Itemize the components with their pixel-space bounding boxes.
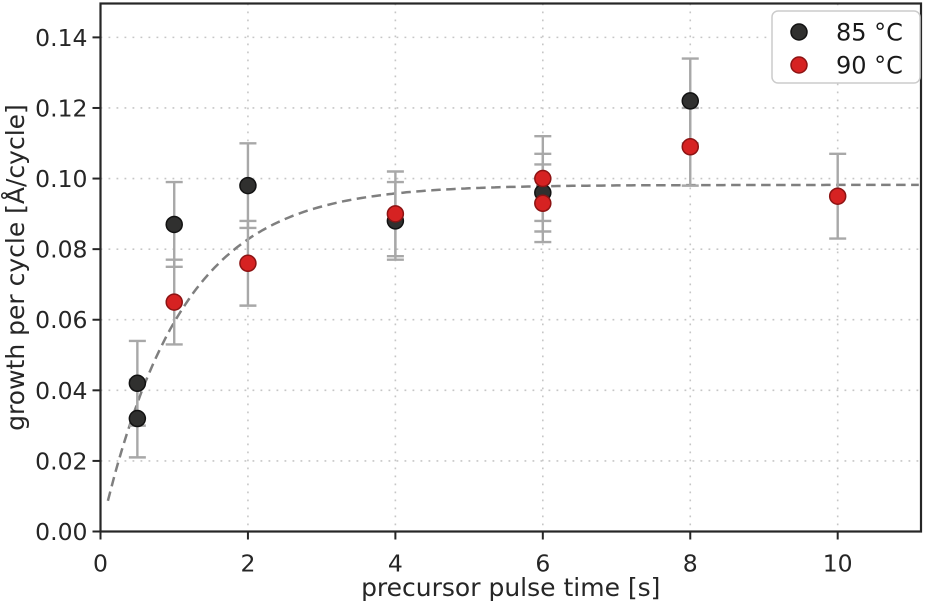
data-point-90c — [828, 187, 847, 205]
fit-curve — [106, 183, 919, 502]
y-tick-label: 0.06 — [35, 306, 87, 334]
x-tick-label: 0 — [93, 550, 108, 578]
data-point-90c — [681, 138, 700, 156]
data-point-85c — [128, 374, 147, 393]
y-tick-label: 0.12 — [35, 94, 87, 122]
x-tick-label: 4 — [388, 550, 403, 578]
axis-ticks — [92, 36, 839, 540]
y-tick-label: 0.10 — [35, 165, 87, 193]
error-bars — [128, 57, 847, 459]
tick-labels: 0 2 4 6 8 10 0.00 0.02 0.04 0.06 0.08 0.10 0.12 0.14 — [35, 24, 852, 578]
y-tick-label: 0.08 — [35, 236, 87, 264]
data-point-85c — [165, 215, 183, 234]
data-point-85c — [681, 92, 700, 110]
legend-label-85c: 85 °C — [836, 19, 903, 47]
y-tick-label: 0.02 — [35, 447, 87, 475]
legend-marker-85c — [790, 23, 808, 41]
y-tick-label: 0.14 — [35, 24, 87, 52]
data-point-90c — [386, 205, 405, 223]
data-point-90c — [239, 254, 257, 273]
legend: 85 °C 90 °C — [771, 10, 921, 84]
data-point-90c — [165, 293, 183, 311]
data-point-85c — [128, 409, 147, 428]
x-tick-label: 8 — [683, 550, 698, 578]
fit-curve-group — [106, 183, 919, 502]
x-axis-label: precursor pulse time [s] — [361, 573, 660, 602]
series-points-90c — [165, 138, 847, 311]
legend-marker-90c — [790, 56, 808, 74]
data-point-85c — [239, 176, 257, 195]
data-point-90c — [534, 194, 552, 213]
y-tick-label: 0.04 — [35, 377, 87, 405]
x-tick-label: 10 — [823, 550, 853, 578]
legend-label-90c: 90 °C — [836, 52, 903, 80]
y-axis-label: growth per cycle [Å/cycle] — [1, 104, 30, 431]
plot-area-frame — [99, 2, 923, 533]
legend-box — [771, 10, 921, 84]
y-tick-label: 0.00 — [35, 518, 87, 546]
x-tick-label: 2 — [240, 550, 255, 578]
series-points-85c — [128, 92, 700, 428]
x-tick-label: 6 — [535, 550, 550, 578]
data-point-90c — [534, 169, 552, 188]
